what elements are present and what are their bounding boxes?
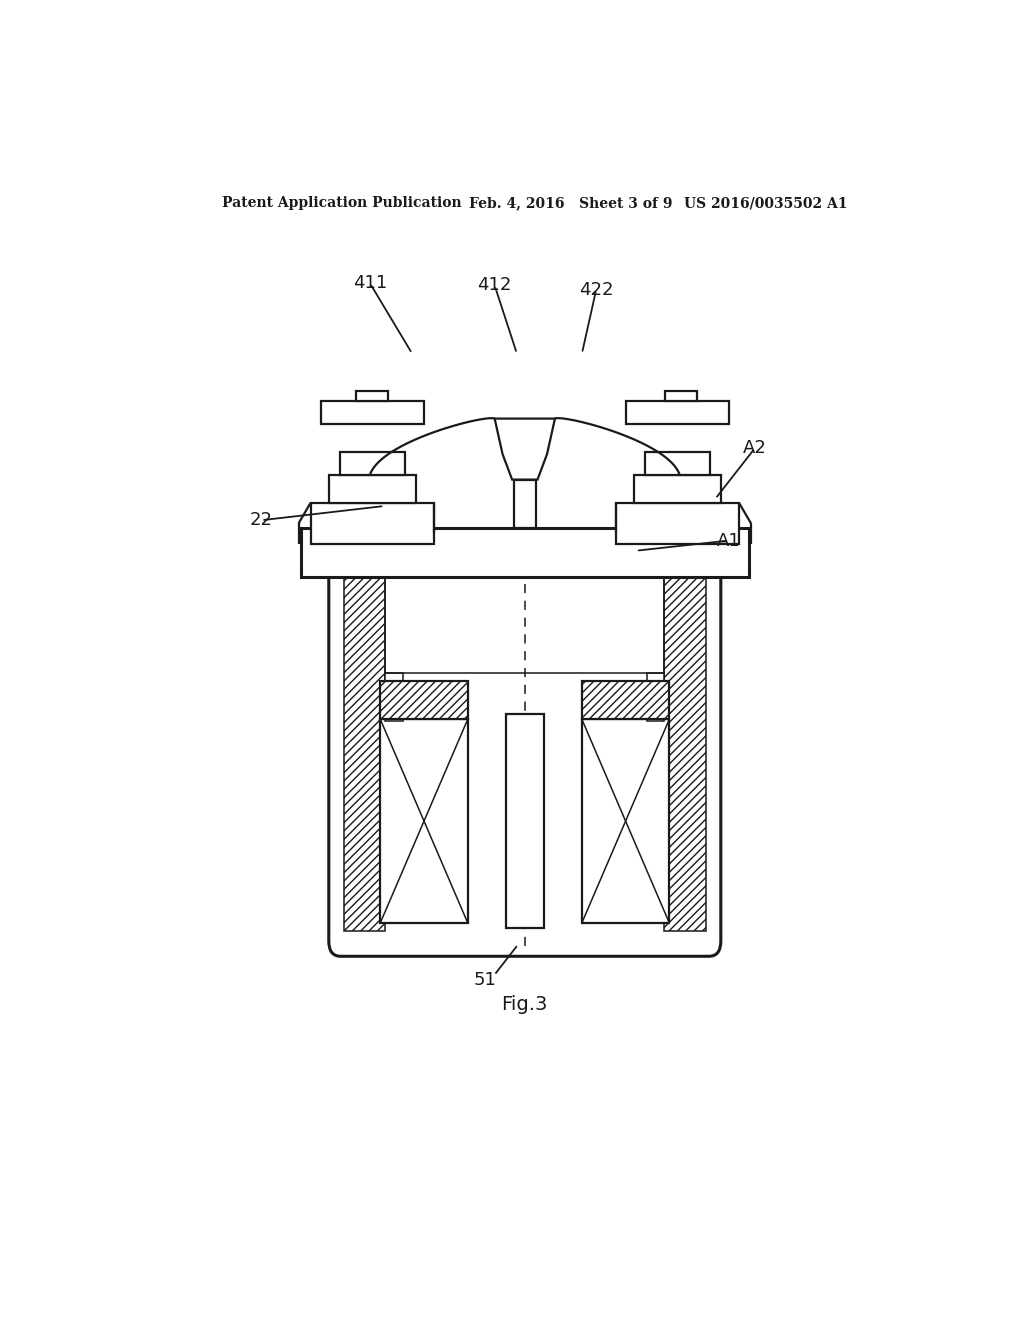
Bar	[626, 401, 729, 424]
Text: US 2016/0035502 A1: US 2016/0035502 A1	[684, 197, 847, 210]
Bar	[385, 673, 402, 722]
Bar	[645, 453, 710, 474]
Bar	[666, 391, 697, 401]
Bar	[310, 503, 433, 544]
Bar	[616, 503, 739, 544]
Bar	[344, 576, 385, 931]
Bar	[582, 681, 670, 719]
Bar	[380, 719, 468, 923]
Text: A1: A1	[717, 532, 740, 549]
Bar	[582, 719, 670, 923]
Text: 411: 411	[353, 275, 387, 293]
Bar	[329, 474, 416, 503]
Text: 422: 422	[579, 281, 613, 298]
Polygon shape	[495, 418, 555, 479]
Text: 22: 22	[250, 511, 272, 529]
Bar	[665, 576, 706, 931]
Text: Feb. 4, 2016   Sheet 3 of 9: Feb. 4, 2016 Sheet 3 of 9	[469, 197, 673, 210]
Bar	[380, 681, 468, 719]
Bar	[514, 479, 536, 528]
Bar	[321, 401, 424, 424]
Bar	[301, 528, 749, 577]
Text: 51: 51	[474, 970, 497, 989]
Bar	[506, 714, 544, 928]
FancyBboxPatch shape	[329, 549, 721, 956]
Bar	[647, 673, 665, 722]
Bar	[634, 474, 721, 503]
Text: 412: 412	[477, 276, 512, 294]
Text: Fig.3: Fig.3	[502, 994, 548, 1014]
Bar	[340, 453, 404, 474]
Text: Patent Application Publication: Patent Application Publication	[221, 197, 461, 210]
Text: A2: A2	[743, 440, 767, 457]
Bar	[355, 391, 387, 401]
